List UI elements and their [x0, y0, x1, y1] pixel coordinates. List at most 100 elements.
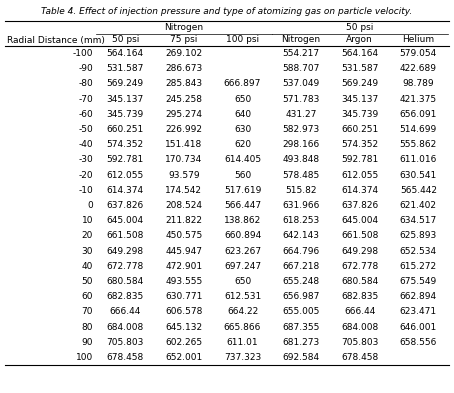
- Text: 421.375: 421.375: [400, 95, 437, 104]
- Text: 345.739: 345.739: [341, 110, 378, 119]
- Text: 515.82: 515.82: [286, 186, 317, 195]
- Text: 208.524: 208.524: [165, 201, 202, 210]
- Text: 566.447: 566.447: [224, 201, 261, 210]
- Text: 569.249: 569.249: [107, 79, 144, 88]
- Text: 650: 650: [234, 277, 251, 286]
- Text: 70: 70: [82, 307, 93, 316]
- Text: 98.789: 98.789: [403, 79, 434, 88]
- Text: 656.987: 656.987: [282, 292, 320, 301]
- Text: 93.579: 93.579: [168, 171, 200, 180]
- Text: 630.771: 630.771: [165, 292, 202, 301]
- Text: 345.137: 345.137: [107, 95, 144, 104]
- Text: 684.008: 684.008: [341, 323, 378, 332]
- Text: -30: -30: [78, 156, 93, 165]
- Text: 612.055: 612.055: [341, 171, 378, 180]
- Text: 606.578: 606.578: [165, 307, 202, 316]
- Text: Nitrogen: Nitrogen: [164, 23, 203, 32]
- Text: -20: -20: [79, 171, 93, 180]
- Text: 649.298: 649.298: [341, 247, 378, 256]
- Text: 656.091: 656.091: [400, 110, 437, 119]
- Text: 697.247: 697.247: [224, 262, 261, 271]
- Text: 564.164: 564.164: [341, 49, 378, 58]
- Text: 645.004: 645.004: [341, 216, 378, 225]
- Text: 612.531: 612.531: [224, 292, 261, 301]
- Text: 565.442: 565.442: [400, 186, 437, 195]
- Text: 612.055: 612.055: [107, 171, 144, 180]
- Text: 705.803: 705.803: [341, 338, 379, 347]
- Text: 30: 30: [82, 247, 93, 256]
- Text: 574.352: 574.352: [107, 140, 144, 149]
- Text: 678.458: 678.458: [107, 353, 144, 362]
- Text: 555.862: 555.862: [400, 140, 437, 149]
- Text: 602.265: 602.265: [165, 338, 202, 347]
- Text: 737.323: 737.323: [224, 353, 261, 362]
- Text: 571.783: 571.783: [282, 95, 320, 104]
- Text: 614.405: 614.405: [224, 156, 261, 165]
- Text: 295.274: 295.274: [165, 110, 202, 119]
- Text: Nitrogen: Nitrogen: [281, 35, 321, 44]
- Text: 664.796: 664.796: [282, 247, 320, 256]
- Text: 431.27: 431.27: [286, 110, 317, 119]
- Text: 660.894: 660.894: [224, 231, 261, 241]
- Text: 666.44: 666.44: [344, 307, 375, 316]
- Text: 655.005: 655.005: [282, 307, 320, 316]
- Text: Table 4. Effect of injection pressure and type of atomizing gas on particle velo: Table 4. Effect of injection pressure an…: [41, 7, 413, 17]
- Text: 662.894: 662.894: [400, 292, 437, 301]
- Text: 661.508: 661.508: [341, 231, 379, 241]
- Text: 623.267: 623.267: [224, 247, 261, 256]
- Text: 174.542: 174.542: [165, 186, 202, 195]
- Text: 682.835: 682.835: [341, 292, 378, 301]
- Text: 531.587: 531.587: [341, 64, 379, 73]
- Text: 661.508: 661.508: [107, 231, 144, 241]
- Text: 564.164: 564.164: [107, 49, 144, 58]
- Text: -70: -70: [78, 95, 93, 104]
- Text: 75 psi: 75 psi: [170, 35, 197, 44]
- Text: Argon: Argon: [346, 35, 373, 44]
- Text: 705.803: 705.803: [107, 338, 144, 347]
- Text: 450.575: 450.575: [165, 231, 202, 241]
- Text: -10: -10: [78, 186, 93, 195]
- Text: 345.137: 345.137: [341, 95, 378, 104]
- Text: 614.374: 614.374: [341, 186, 378, 195]
- Text: 531.587: 531.587: [107, 64, 144, 73]
- Text: 40: 40: [82, 262, 93, 271]
- Text: 60: 60: [82, 292, 93, 301]
- Text: 672.778: 672.778: [341, 262, 378, 271]
- Text: 664.22: 664.22: [227, 307, 258, 316]
- Text: -60: -60: [78, 110, 93, 119]
- Text: 652.534: 652.534: [400, 247, 437, 256]
- Text: -90: -90: [78, 64, 93, 73]
- Text: 138.862: 138.862: [224, 216, 261, 225]
- Text: -40: -40: [79, 140, 93, 149]
- Text: -80: -80: [78, 79, 93, 88]
- Text: 640: 640: [234, 110, 251, 119]
- Text: 666.897: 666.897: [224, 79, 261, 88]
- Text: 285.843: 285.843: [165, 79, 202, 88]
- Text: 286.673: 286.673: [165, 64, 202, 73]
- Text: 493.848: 493.848: [282, 156, 320, 165]
- Text: 211.822: 211.822: [165, 216, 202, 225]
- Text: 625.893: 625.893: [400, 231, 437, 241]
- Text: 642.143: 642.143: [283, 231, 320, 241]
- Text: 637.826: 637.826: [107, 201, 144, 210]
- Text: 493.555: 493.555: [165, 277, 202, 286]
- Text: 445.947: 445.947: [165, 247, 202, 256]
- Text: 658.556: 658.556: [400, 338, 437, 347]
- Text: 554.217: 554.217: [282, 49, 320, 58]
- Text: 665.866: 665.866: [224, 323, 261, 332]
- Text: 615.272: 615.272: [400, 262, 437, 271]
- Text: 649.298: 649.298: [107, 247, 144, 256]
- Text: 611.01: 611.01: [227, 338, 258, 347]
- Text: 10: 10: [82, 216, 93, 225]
- Text: 560: 560: [234, 171, 251, 180]
- Text: 660.251: 660.251: [107, 125, 144, 134]
- Text: 170.734: 170.734: [165, 156, 202, 165]
- Text: 298.166: 298.166: [282, 140, 320, 149]
- Text: 50 psi: 50 psi: [112, 35, 139, 44]
- Text: 680.584: 680.584: [107, 277, 144, 286]
- Text: 245.258: 245.258: [165, 95, 202, 104]
- Text: 681.273: 681.273: [282, 338, 320, 347]
- Text: 621.402: 621.402: [400, 201, 437, 210]
- Text: 630.541: 630.541: [400, 171, 437, 180]
- Text: 20: 20: [82, 231, 93, 241]
